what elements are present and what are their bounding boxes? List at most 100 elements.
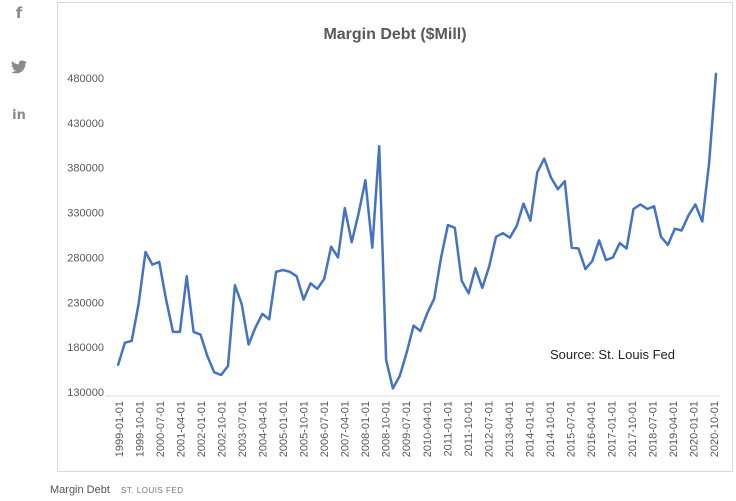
data-point [591,260,594,262]
y-axis-ticks: 130000 180000 230000 280000 330000 380000 4300… [67,73,104,399]
data-point [488,265,491,268]
x-tick-label: 2000-07-01 [155,401,167,457]
y-tick-label: 330000 [67,208,104,220]
data-point [625,247,628,250]
data-point [137,303,140,306]
data-point [178,330,181,333]
data-point [501,232,504,235]
data-point [288,270,291,273]
data-point [254,326,257,329]
figure-caption: Margin Debt ST. LOUIS FED [50,484,184,496]
data-point [165,298,168,301]
data-point [419,330,422,332]
data-point [673,227,676,230]
data-point [323,278,326,280]
data-point [440,256,443,259]
x-tick-label: 2017-10-01 [627,401,639,457]
twitter-share-button[interactable] [8,56,30,78]
data-point [680,229,683,232]
x-tick-label: 2002-10-01 [217,401,229,457]
data-point [378,145,381,148]
data-point [213,371,216,374]
y-tick-label: 480000 [67,73,104,85]
data-point [694,203,697,206]
x-tick-label: 2008-10-01 [381,401,393,457]
x-tick-label: 2009-07-01 [401,401,413,457]
data-point [206,355,209,358]
data-point [185,275,188,278]
x-tick-label: 2020-01-01 [688,401,700,457]
data-point [123,341,126,344]
x-tick-label: 2015-07-01 [565,401,577,457]
data-point [708,162,711,165]
data-point [192,330,195,333]
chart-frame: Margin Debt ($Mill) 130000 180000 230000 28… [57,2,733,472]
y-tick-label: 430000 [67,118,104,130]
caption-source: ST. LOUIS FED [120,486,184,495]
data-point [199,333,202,336]
data-point [391,387,394,390]
x-tick-label: 2010-04-01 [422,401,434,457]
data-point [453,226,456,229]
x-tick-label: 2013-04-01 [504,401,516,457]
data-point [172,330,174,333]
data-point [605,259,607,262]
margin-debt-series-line [116,73,718,390]
data-point [701,220,704,223]
caption-title: Margin Debt [50,484,110,496]
data-point [598,239,601,242]
data-point [158,260,161,263]
x-tick-label: 2002-01-01 [196,401,208,457]
data-point [618,242,621,245]
x-tick-label: 2001-04-01 [176,401,188,457]
data-point [660,235,662,238]
facebook-icon: f [15,4,23,22]
x-tick-label: 2006-07-01 [319,401,331,457]
data-point [220,374,223,376]
x-tick-label: 2007-04-01 [340,401,352,457]
facebook-share-button[interactable]: f [8,4,30,26]
data-point [474,267,477,270]
y-tick-label: 380000 [67,163,104,175]
x-tick-label: 2011-01-01 [442,401,454,456]
data-point [309,282,312,285]
data-point [405,351,408,354]
y-tick-label: 280000 [67,252,104,264]
data-point [261,312,264,315]
data-point [364,179,367,182]
data-point [577,247,580,250]
series-group [116,72,718,390]
x-tick-label: 2005-10-01 [299,401,311,457]
data-point [556,188,559,191]
y-tick-label: 130000 [67,387,104,399]
data-point [357,212,360,215]
data-point [144,251,147,253]
x-tick-label: 2018-07-01 [647,401,659,457]
share-bar: f in [0,0,40,160]
linkedin-share-button[interactable]: in [8,108,30,130]
data-point [584,268,587,271]
data-point [687,214,690,217]
data-point [412,324,415,327]
data-point [467,292,470,295]
data-point [247,343,250,346]
data-point [295,275,298,278]
x-tick-label: 2014-01-01 [524,401,536,457]
x-tick-label: 1999-01-01 [114,401,126,457]
x-tick-label: 2017-01-01 [606,401,618,457]
data-point [343,207,346,210]
twitter-icon [11,60,27,74]
data-point [275,270,278,273]
data-point [130,339,133,342]
data-point [426,312,429,315]
data-point [350,241,353,244]
data-point [536,171,539,174]
y-tick-label: 180000 [67,342,104,354]
data-point [646,208,649,210]
data-point [570,246,573,249]
data-point [268,318,271,321]
data-point [522,202,525,205]
data-point [550,176,552,179]
data-point [337,256,339,259]
data-point [460,279,463,282]
